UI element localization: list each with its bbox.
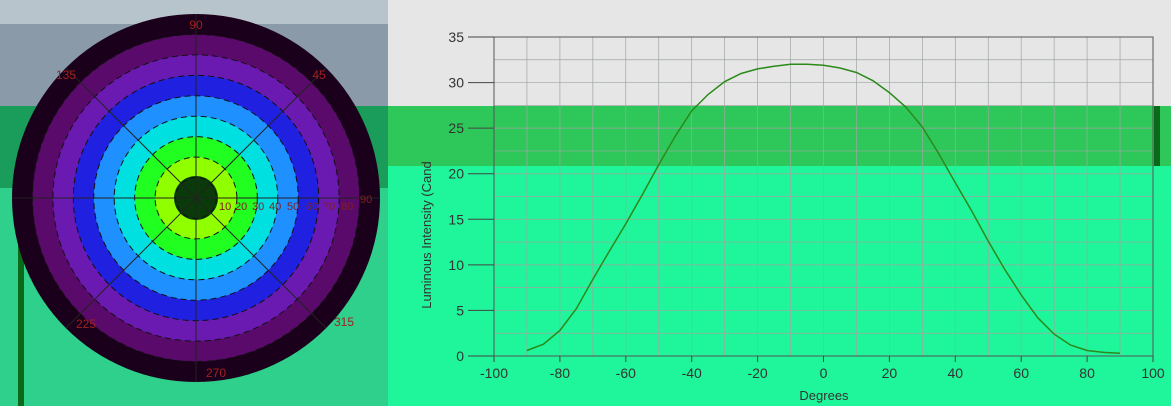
polar-spoke [195, 197, 327, 329]
polar-left-edge-bar [18, 190, 24, 406]
polar-spoke [195, 67, 327, 199]
polar-radial-label: 50 [287, 201, 299, 213]
polar-radial-label: 60 [306, 201, 318, 213]
chart-grid [493, 36, 1154, 357]
intensity-chart-panel: 0 5 10 15 20 25 30 35 -100 -80 -60 -40 -20 0 20 40 60 80… [388, 0, 1171, 406]
chart-top-background [388, 0, 1171, 106]
polar-angle-label-315: 315 [334, 315, 354, 329]
chart-lower-band [388, 166, 1171, 406]
polar-radial-labels: 10 20 30 40 50 60 70 80 90 [219, 194, 372, 213]
y-tick-label: 5 [456, 302, 464, 318]
polar-plot-panel: 90 135 45 225 315 270 10 20 30 40 50 60 … [0, 0, 388, 406]
chart-right-edge-bar [1154, 106, 1160, 166]
polar-radial-label: 80 [341, 201, 353, 213]
y-tick-label: 15 [448, 211, 464, 227]
y-tick-label: 20 [448, 166, 464, 182]
polar-angle-label-135: 135 [56, 68, 76, 82]
x-tick-label: -20 [747, 365, 767, 381]
x-tick-label: 80 [1079, 365, 1095, 381]
x-tick-label: -80 [550, 365, 570, 381]
x-tick-label: 100 [1141, 365, 1165, 381]
y-tick-label: 10 [448, 257, 464, 273]
y-tick-label: 0 [456, 348, 464, 364]
x-tick-label: -100 [480, 365, 508, 381]
x-tick-label: 40 [948, 365, 964, 381]
series-line [526, 63, 1121, 355]
polar-angle-label-45: 45 [312, 68, 326, 82]
polar-spoke [65, 197, 197, 329]
polar-radial-label: 70 [323, 201, 335, 213]
polar-plot: 90 135 45 225 315 270 10 20 30 40 50 60 … [0, 0, 388, 406]
polar-angle-label-90: 90 [189, 18, 203, 32]
y-tick-label: 30 [448, 75, 464, 91]
polar-radial-label: 90 [360, 194, 372, 206]
x-tick-label: -60 [616, 365, 636, 381]
x-tick-label: -40 [682, 365, 702, 381]
polar-grid [12, 14, 380, 382]
polar-radial-label: 20 [235, 201, 247, 213]
chart-axes [468, 36, 1154, 362]
y-tick-labels: 0 5 10 15 20 25 30 35 [448, 29, 464, 364]
x-tick-label: 0 [820, 365, 828, 381]
polar-angle-label-225: 225 [76, 317, 96, 331]
x-tick-label: 20 [882, 365, 898, 381]
polar-radial-label: 30 [252, 201, 264, 213]
polar-radial-label: 40 [269, 201, 281, 213]
polar-radial-label: 10 [219, 201, 231, 213]
x-axis-label: Degrees [799, 388, 849, 403]
y-tick-label: 35 [448, 29, 464, 45]
y-axis-label: Luminous Intensity (Cand [419, 161, 434, 308]
polar-angle-label-270: 270 [206, 366, 226, 380]
intensity-chart: 0 5 10 15 20 25 30 35 -100 -80 -60 -40 -20 0 20 40 60 80… [388, 0, 1171, 406]
polar-spoke [65, 67, 197, 199]
chart-series [526, 63, 1121, 355]
y-tick-label: 25 [448, 120, 464, 136]
x-tick-labels: -100 -80 -60 -40 -20 0 20 40 60 80 100 [480, 365, 1165, 381]
chart-middle-band [388, 106, 1171, 166]
x-tick-label: 60 [1013, 365, 1029, 381]
